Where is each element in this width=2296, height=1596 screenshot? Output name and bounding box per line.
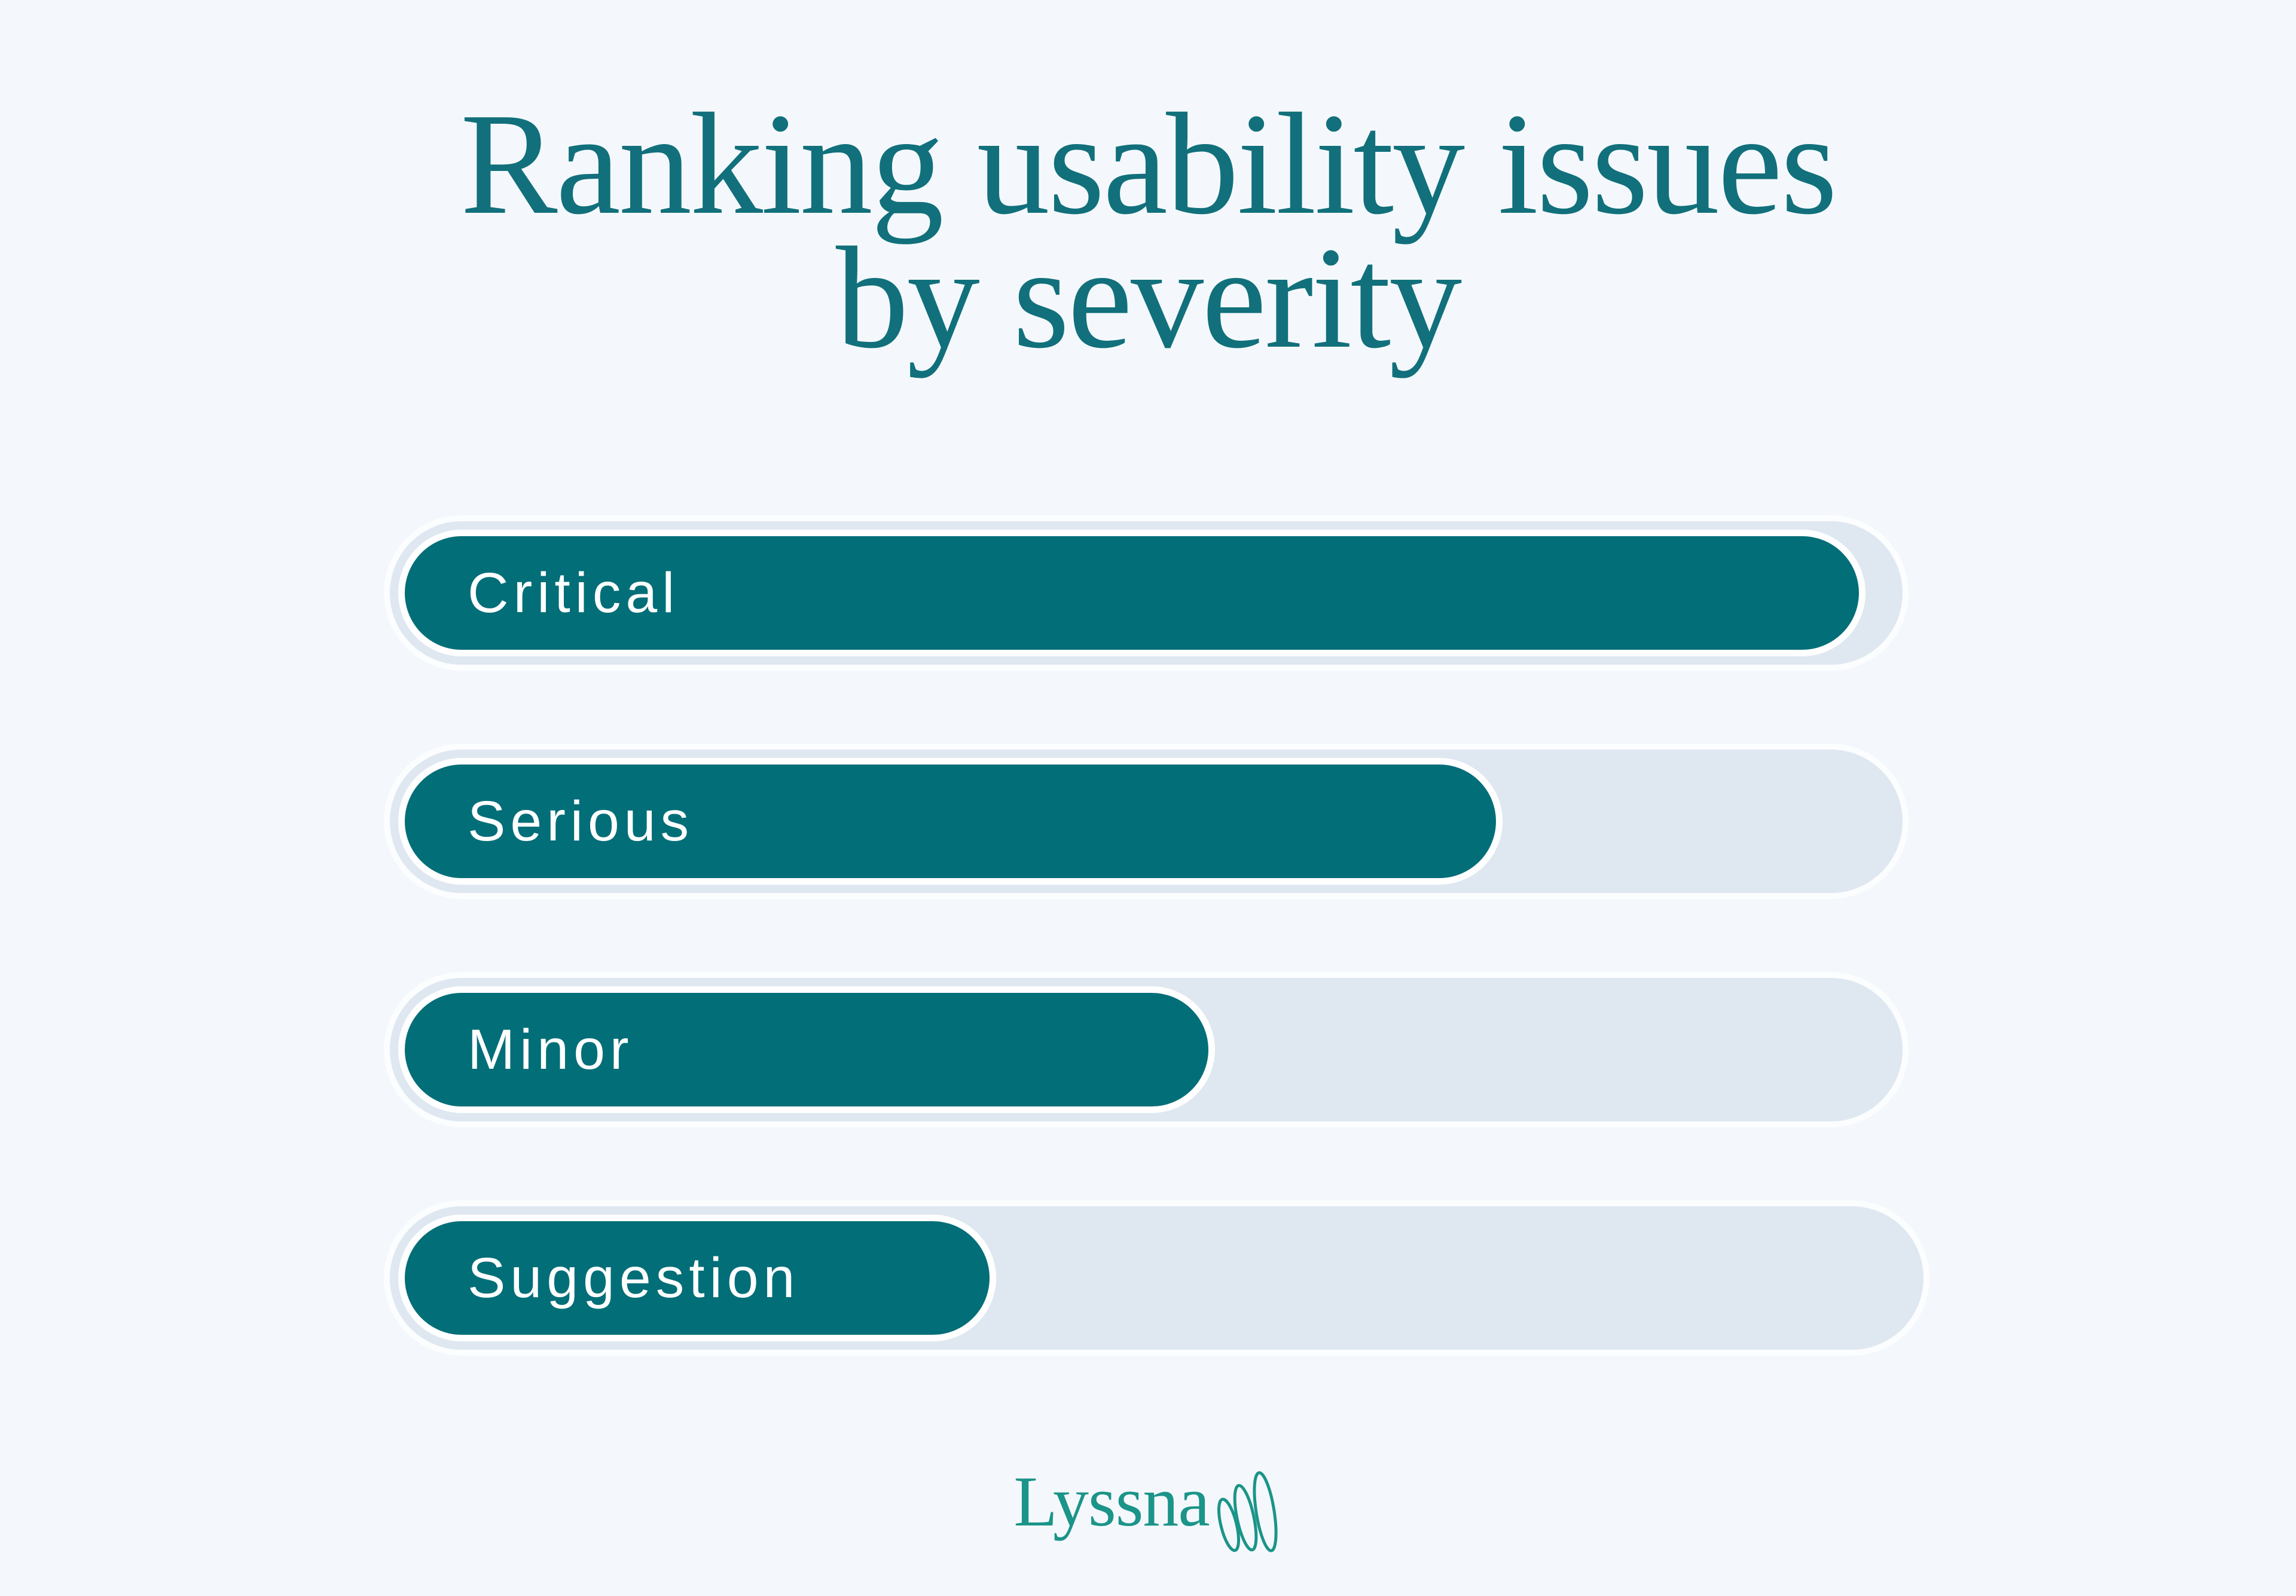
bar-label-serious: Serious (468, 789, 694, 853)
chart-title-line-2: by severity (835, 217, 1462, 379)
bar-track-minor: Minor (390, 978, 1903, 1121)
chart-title-line-1: Ranking usability issues (460, 83, 1837, 244)
bar-row-suggestion: Suggestion (390, 1206, 1923, 1350)
bar-fill-serious: Serious (398, 758, 1503, 885)
bar-track-critical: Critical (390, 521, 1903, 665)
bar-chart: Critical Serious Minor Suggestion (390, 521, 1926, 1352)
bar-fill-minor: Minor (398, 986, 1216, 1113)
lyssna-logo-text: Lyssna (1013, 1462, 1210, 1541)
bar-track-suggestion: Suggestion (390, 1206, 1923, 1350)
bar-fill-critical: Critical (398, 530, 1866, 656)
bar-track-serious: Serious (390, 750, 1903, 893)
chart-title: Ranking usability issues by severity (0, 83, 2296, 379)
bar-label-critical: Critical (468, 561, 680, 625)
bar-row-critical: Critical (390, 521, 1903, 665)
bar-row-serious: Serious (390, 750, 1903, 893)
bar-row-minor: Minor (390, 978, 1903, 1121)
bar-label-minor: Minor (468, 1017, 634, 1081)
brand-footer: Lyssna (0, 1466, 2296, 1554)
bar-label-suggestion: Suggestion (468, 1246, 800, 1310)
bar-fill-suggestion: Suggestion (398, 1215, 997, 1341)
lyssna-scribble-loops-icon (1217, 1471, 1278, 1552)
